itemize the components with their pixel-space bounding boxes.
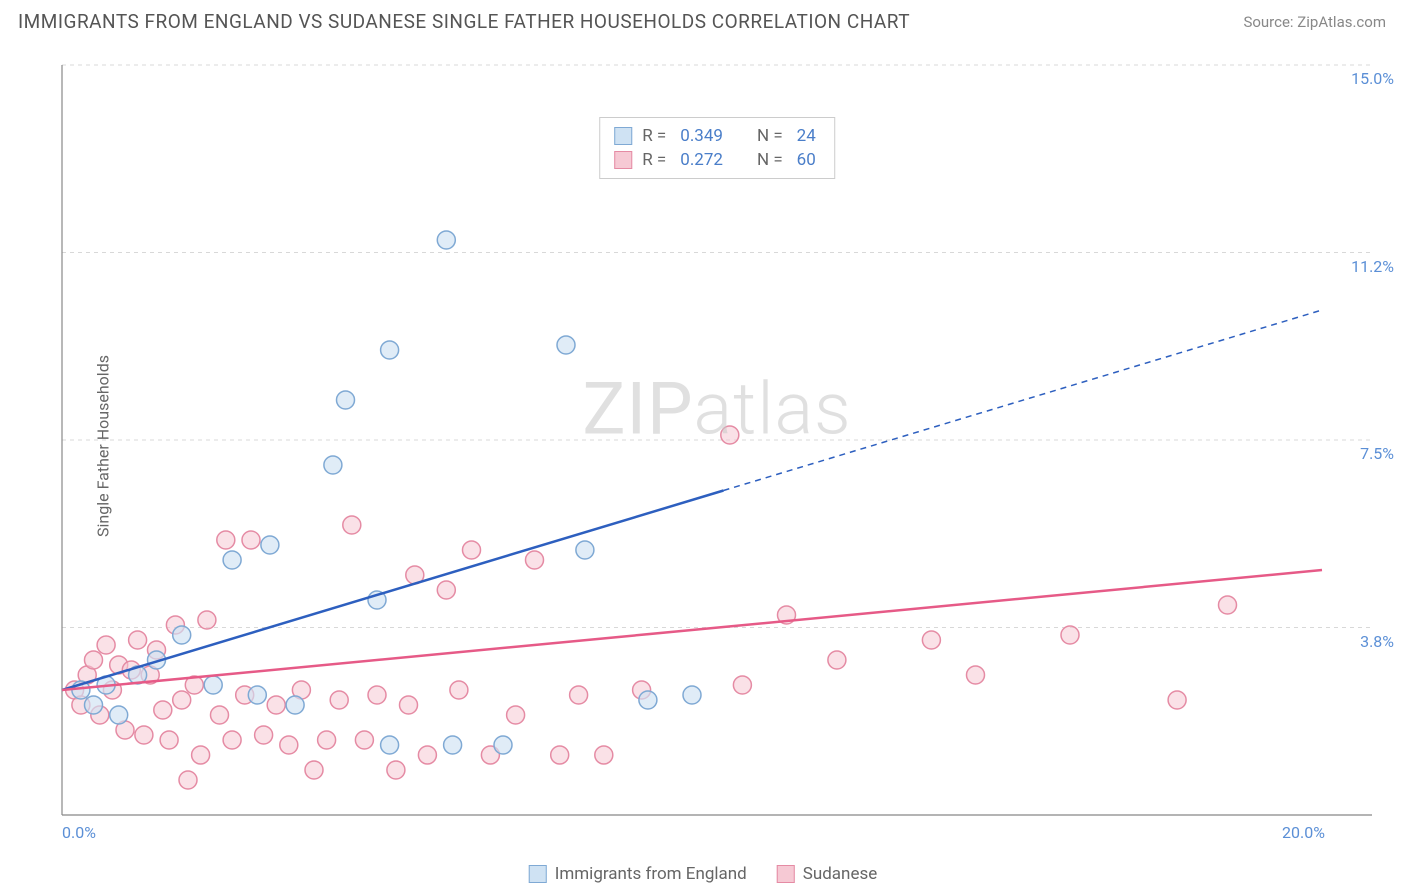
data-point	[305, 761, 323, 779]
data-point	[318, 731, 336, 749]
data-point	[85, 696, 103, 714]
data-point	[437, 231, 455, 249]
data-point	[337, 391, 355, 409]
r-label: R =	[642, 150, 666, 170]
data-point	[179, 771, 197, 789]
y-tick-label: 7.5%	[1360, 444, 1394, 463]
data-point	[280, 736, 298, 754]
trendline-extrapolated	[724, 310, 1323, 491]
title-bar: IMMIGRANTS FROM ENGLAND VS SUDANESE SING…	[0, 0, 1406, 38]
data-point	[576, 541, 594, 559]
data-point	[570, 686, 588, 704]
data-point	[368, 686, 386, 704]
data-point	[355, 731, 373, 749]
legend-item-england: Immigrants from England	[529, 864, 747, 884]
series-legend: Immigrants from England Sudanese	[529, 864, 878, 884]
data-point	[967, 666, 985, 684]
data-point	[526, 551, 544, 569]
chart-title: IMMIGRANTS FROM ENGLAND VS SUDANESE SING…	[18, 10, 910, 33]
data-point	[381, 341, 399, 359]
data-point	[733, 676, 751, 694]
data-point	[248, 686, 266, 704]
chart-area: ZIPatlas R = 0.349 N = 24 R = 0.272 N = …	[52, 55, 1382, 825]
data-point	[173, 691, 191, 709]
data-point	[85, 651, 103, 669]
data-point	[330, 691, 348, 709]
r-value-sudanese: 0.272	[680, 150, 723, 170]
data-point	[135, 726, 153, 744]
data-point	[261, 536, 279, 554]
source-label: Source:	[1243, 13, 1293, 31]
swatch-sudanese-icon	[777, 865, 795, 883]
data-point	[192, 746, 210, 764]
data-point	[97, 636, 115, 654]
stats-legend: R = 0.349 N = 24 R = 0.272 N = 60	[599, 117, 835, 179]
y-tick-label: 3.8%	[1360, 632, 1394, 651]
stats-row-england: R = 0.349 N = 24	[614, 124, 820, 148]
trendline	[62, 570, 1322, 690]
data-point	[223, 731, 241, 749]
data-point	[1061, 626, 1079, 644]
n-value-sudanese: 60	[797, 150, 816, 170]
r-value-england: 0.349	[680, 126, 723, 146]
data-point	[381, 736, 399, 754]
data-point	[400, 696, 418, 714]
swatch-england-icon	[614, 127, 632, 145]
data-point	[557, 336, 575, 354]
data-point	[267, 696, 285, 714]
data-point	[204, 676, 222, 694]
data-point	[1219, 596, 1237, 614]
legend-label-sudanese: Sudanese	[803, 864, 878, 884]
data-point	[129, 631, 147, 649]
data-point	[595, 746, 613, 764]
data-point	[242, 531, 260, 549]
swatch-england-icon	[529, 865, 547, 883]
data-point	[437, 581, 455, 599]
source-name: ZipAtlas.com	[1297, 13, 1386, 31]
data-point	[211, 706, 229, 724]
x-tick-label: 0.0%	[62, 823, 96, 842]
data-point	[444, 736, 462, 754]
legend-label-england: Immigrants from England	[555, 864, 747, 884]
data-point	[160, 731, 178, 749]
data-point	[223, 551, 241, 569]
n-label: N =	[757, 126, 783, 146]
r-label: R =	[642, 126, 666, 146]
data-point	[110, 706, 128, 724]
data-point	[173, 626, 191, 644]
data-point	[286, 696, 304, 714]
data-point	[387, 761, 405, 779]
data-point	[343, 516, 361, 534]
source: Source: ZipAtlas.com	[1243, 13, 1386, 31]
data-point	[154, 701, 172, 719]
data-point	[217, 531, 235, 549]
data-point	[683, 686, 701, 704]
swatch-sudanese-icon	[614, 151, 632, 169]
data-point	[721, 426, 739, 444]
data-point	[551, 746, 569, 764]
n-value-england: 24	[797, 126, 816, 146]
data-point	[255, 726, 273, 744]
trendline	[62, 491, 724, 691]
data-point	[828, 651, 846, 669]
y-tick-label: 11.2%	[1351, 257, 1394, 276]
data-point	[494, 736, 512, 754]
data-point	[507, 706, 525, 724]
data-point	[463, 541, 481, 559]
data-point	[198, 611, 216, 629]
data-point	[418, 746, 436, 764]
data-point	[922, 631, 940, 649]
legend-item-sudanese: Sudanese	[777, 864, 878, 884]
data-point	[1168, 691, 1186, 709]
data-point	[324, 456, 342, 474]
y-tick-label: 15.0%	[1351, 69, 1394, 88]
data-point	[639, 691, 657, 709]
data-point	[450, 681, 468, 699]
stats-row-sudanese: R = 0.272 N = 60	[614, 148, 820, 172]
x-tick-label: 20.0%	[1282, 823, 1325, 842]
n-label: N =	[757, 150, 783, 170]
